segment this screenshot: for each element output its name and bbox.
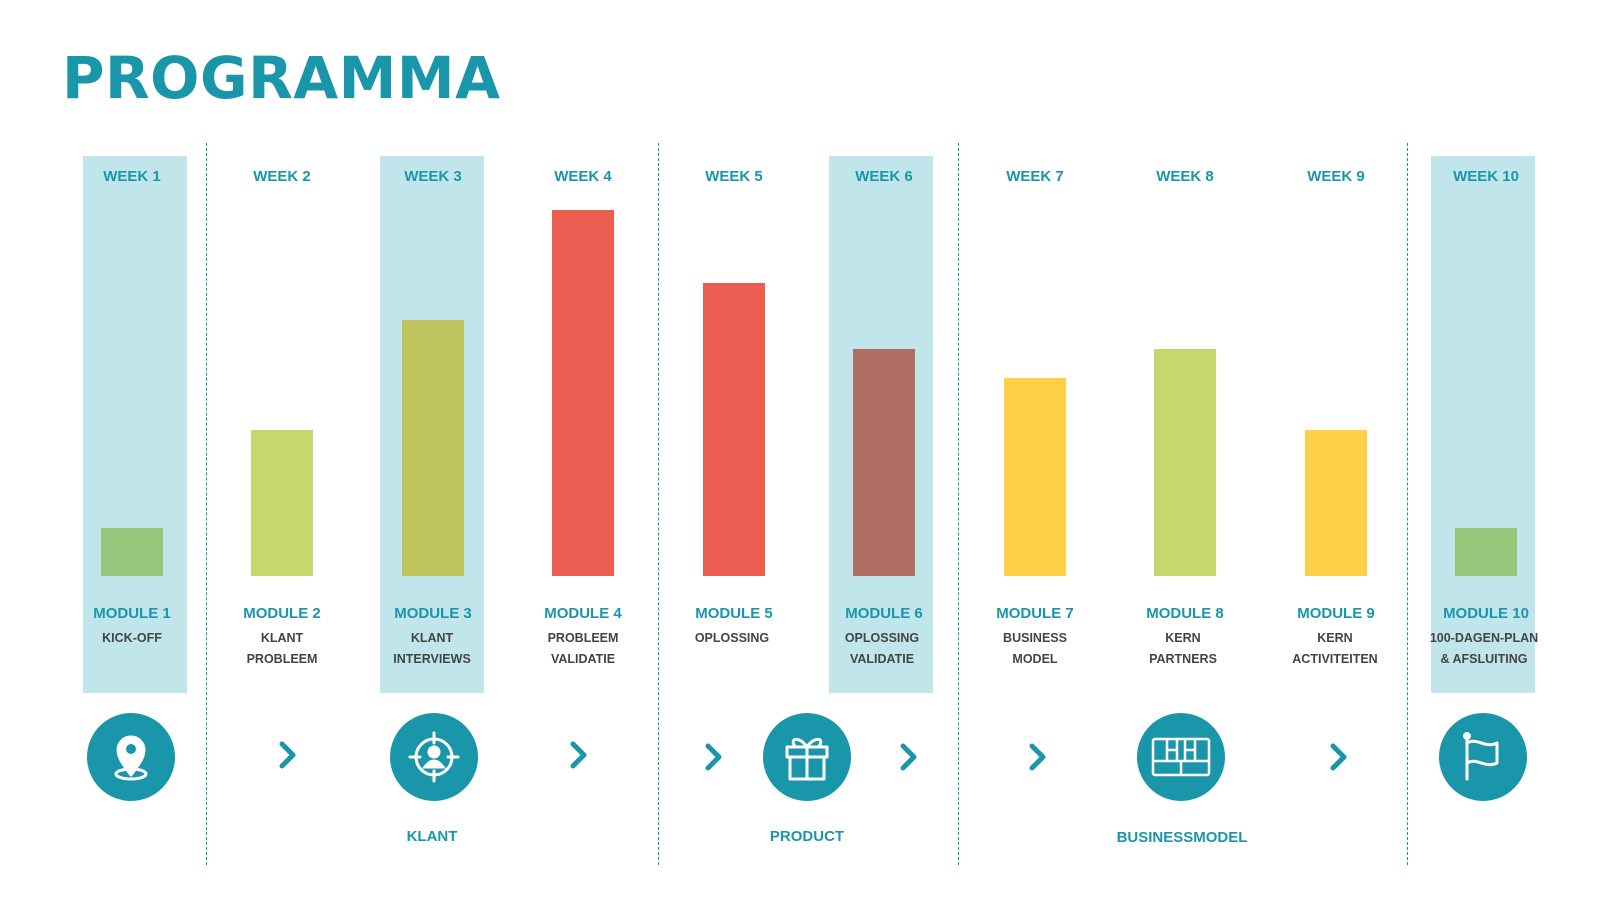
week-label: WEEK 7 [1006,168,1064,185]
module-description: OPLOSSING VALIDATIE [844,631,920,666]
week-label: WEEK 6 [855,168,913,185]
chevron-right-icon [1029,743,1046,771]
divider-1 [206,143,207,865]
module-label: MODULE 6 [845,605,923,622]
bar-week-6 [853,349,915,576]
page-title: PROGRAMMA [62,44,501,112]
module-description: KERN PARTNERS [1149,631,1217,666]
grid-board-icon [1137,713,1225,801]
week-label: WEEK 1 [103,168,161,185]
bar-week-9 [1305,429,1367,576]
module-label: MODULE 10 [1443,605,1529,622]
module-label: MODULE 9 [1297,605,1375,622]
chevron-right-icon [279,741,296,769]
week-label: WEEK 5 [705,168,763,185]
week-label: WEEK 10 [1453,168,1519,185]
chevron-right-icon [570,741,587,769]
module-description: 100-DAGEN-PLAN & AFSLUITING [1429,631,1539,666]
week-label: WEEK 3 [404,168,462,185]
module-description: KERN ACTIVITEITEN [1292,631,1378,666]
week-label: WEEK 4 [554,168,612,185]
module-label: MODULE 4 [544,605,622,622]
bar-week-7 [1004,378,1066,576]
chevron-right-icon [1330,743,1347,771]
bar-week-1 [101,528,163,576]
module-label: MODULE 7 [996,605,1074,622]
module-label: MODULE 3 [394,605,472,622]
bar-week-8 [1154,349,1216,576]
divider-4 [1407,143,1408,865]
highlight-week-10 [1431,156,1535,693]
week-label: WEEK 8 [1156,168,1214,185]
module-description: KLANT PROBLEEM [246,631,318,666]
bar-week-10 [1455,528,1517,576]
target-person-icon [390,713,478,801]
week-label: WEEK 9 [1307,168,1365,185]
chevron-right-icon [900,743,917,771]
flag-icon [1439,713,1527,801]
module-label: MODULE 8 [1146,605,1224,622]
module-label: MODULE 1 [93,605,171,622]
divider-2 [658,143,659,865]
group-label-businessmodel: BUSINESSMODEL [1116,829,1248,846]
module-label: MODULE 5 [695,605,773,622]
module-description: OPLOSSING [694,631,770,645]
bar-week-3 [402,319,464,576]
chevron-right-icon [705,743,722,771]
location-pin-icon [87,713,175,801]
bar-week-4 [552,210,614,576]
group-label-klant: KLANT [406,828,458,845]
module-description: PROBLEEM VALIDATIE [547,631,619,666]
highlight-week-1 [83,156,187,693]
group-label-product: PRODUCT [769,828,845,845]
module-description: KLANT INTERVIEWS [393,631,471,666]
bar-week-2 [251,429,313,576]
week-label: WEEK 2 [253,168,311,185]
bar-week-5 [703,283,765,576]
divider-3 [958,143,959,865]
gift-icon [763,713,851,801]
module-label: MODULE 2 [243,605,321,622]
module-description: KICK-OFF [102,631,162,645]
module-description: BUSINESS MODEL [1003,631,1067,666]
